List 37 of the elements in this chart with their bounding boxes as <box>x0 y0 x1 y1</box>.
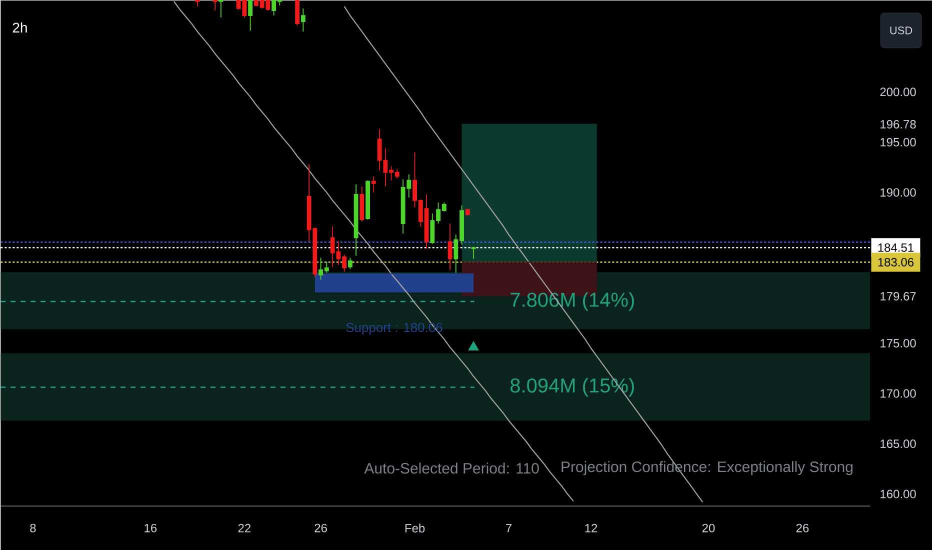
x-tick-label: 8 <box>30 524 36 532</box>
ref-line-label: 183.06 <box>878 258 914 266</box>
y-tick-label: 190.00 <box>880 188 916 197</box>
candlestick <box>354 184 358 256</box>
candlestick <box>212 0 218 11</box>
candlestick <box>295 0 300 26</box>
candlestick <box>360 186 364 222</box>
x-tick-label: 16 <box>144 524 157 532</box>
text: 2h <box>12 22 27 32</box>
y-tick-label: 165.00 <box>880 439 916 448</box>
candlestick <box>248 0 253 32</box>
candlestick <box>300 8 306 32</box>
x-tick-label: 26 <box>314 524 327 532</box>
x-tick-label: 20 <box>702 524 715 532</box>
candlestick <box>448 223 452 270</box>
y-tick-label: 170.00 <box>880 389 916 398</box>
y-tick-label: 195.00 <box>880 138 916 146</box>
annotation: Auto-Selected Period: 110 <box>364 462 539 474</box>
x-tick-label: Feb <box>405 524 425 532</box>
x-tick-label: 7 <box>506 524 512 532</box>
candlestick <box>371 176 376 193</box>
candlestick <box>218 0 224 18</box>
x-tick-label: 26 <box>796 524 809 532</box>
y-axis-title: USD <box>890 26 912 34</box>
y-tick-label: 196.78 <box>880 120 916 129</box>
candlestick <box>471 246 476 260</box>
candlestick <box>348 257 352 270</box>
y-tick-label: 175.00 <box>880 338 916 348</box>
candlestick <box>366 180 370 220</box>
candlestick <box>195 0 200 7</box>
candlestick <box>465 209 470 216</box>
ref-line-label: 184.51 <box>878 243 914 252</box>
y-tick-label: 160.00 <box>880 490 916 498</box>
y-tick-label: 179.67 <box>880 292 916 301</box>
y-tick-label: 200.00 <box>880 88 916 96</box>
x-tick-label: 22 <box>238 524 250 532</box>
x-tick-label: 12 <box>585 524 598 532</box>
